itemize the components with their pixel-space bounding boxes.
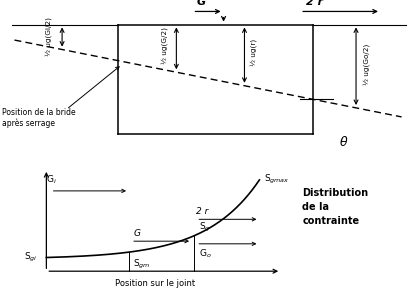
Text: S$_{gm}$: S$_{gm}$ xyxy=(133,258,150,271)
Text: S$_{gmax}$: S$_{gmax}$ xyxy=(263,173,289,187)
Text: 2 r: 2 r xyxy=(196,207,208,216)
Text: G: G xyxy=(196,0,205,7)
Text: ½ ug(r): ½ ug(r) xyxy=(250,39,257,66)
Text: S$_{gi}$: S$_{gi}$ xyxy=(24,251,38,264)
Text: ½ ug(Go/2): ½ ug(Go/2) xyxy=(363,44,369,85)
Text: G$_o$: G$_o$ xyxy=(198,248,211,260)
Text: Distribution
de la
contrainte: Distribution de la contrainte xyxy=(301,187,368,226)
Text: 2 r: 2 r xyxy=(306,0,323,7)
Text: G: G xyxy=(133,229,140,237)
Text: Position sur le joint: Position sur le joint xyxy=(115,279,195,288)
Text: ½ ug(Gi/2): ½ ug(Gi/2) xyxy=(45,18,52,56)
Text: G$_i$: G$_i$ xyxy=(46,174,57,186)
Text: Position de la bride
après serrage: Position de la bride après serrage xyxy=(2,108,76,128)
Text: ½ ug(G/2): ½ ug(G/2) xyxy=(161,27,168,64)
Text: θ: θ xyxy=(339,136,347,149)
Text: S$_g$: S$_g$ xyxy=(198,221,210,234)
